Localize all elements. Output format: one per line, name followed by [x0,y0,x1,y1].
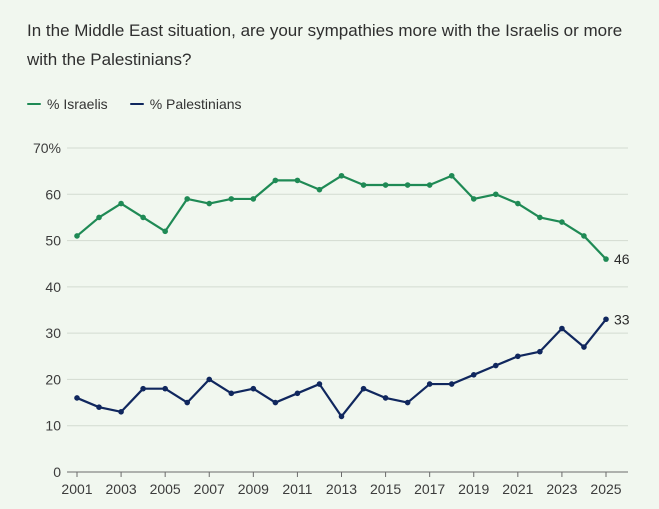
data-point-israelis [603,256,609,262]
data-point-israelis [537,214,543,221]
x-tick-label: 2009 [238,481,269,497]
data-point-israelis [316,186,323,193]
data-point-palestinians [581,344,587,350]
data-point-palestinians [559,325,565,332]
series-line-palestinians [75,318,608,418]
x-tick-label: 2003 [106,481,137,497]
data-point-israelis [404,182,411,188]
data-point-palestinians [118,409,124,415]
y-tick-label: 70% [33,140,61,156]
y-tick-label: 60 [45,186,61,202]
data-point-palestinians [228,390,235,397]
legend-swatch-palestinians [129,103,144,105]
data-point-palestinians [338,413,345,420]
x-tick-label: 2021 [502,481,533,497]
data-point-palestinians [316,381,323,387]
legend-label-palestinians: % Palestinians [149,96,242,112]
x-tick-label: 2023 [546,481,577,497]
x-tick-label: 2013 [326,481,357,497]
data-point-israelis [162,228,168,235]
legend-swatch-israelis [27,103,41,105]
x-tick-label: 2007 [194,481,225,497]
data-point-israelis [360,182,367,188]
data-point-palestinians [537,348,543,355]
data-point-israelis [382,182,389,188]
x-tick-label: 2015 [370,481,401,497]
data-point-palestinians [515,353,521,360]
y-tick-label: 40 [45,279,61,295]
data-point-israelis [206,200,213,207]
legend-label-israelis: % Israelis [47,96,108,112]
data-point-israelis [294,177,301,184]
data-point-israelis [96,214,102,221]
data-point-israelis [515,200,521,207]
data-point-israelis [470,196,477,202]
data-point-israelis [426,182,433,188]
data-point-palestinians [492,362,499,369]
data-point-palestinians [184,399,191,406]
data-point-israelis [184,196,191,202]
data-point-israelis [118,200,124,207]
legend: % Israelis % Palestinians [27,96,242,112]
data-point-palestinians [404,399,411,406]
data-point-israelis [492,191,499,198]
data-point-israelis [448,172,455,179]
x-tick-label: 2025 [590,481,621,497]
data-point-palestinians [74,395,80,401]
x-tick-label: 2017 [414,481,445,497]
data-point-israelis [559,219,565,225]
data-point-israelis [250,196,257,202]
data-point-israelis [228,196,235,202]
data-point-palestinians [140,385,146,392]
end-label-israelis: 46 [614,251,630,267]
y-tick-label: 0 [53,464,61,480]
data-point-palestinians [603,316,609,323]
x-tick-label: 2011 [282,481,312,497]
data-point-palestinians [206,376,213,383]
legend-item-palestinians: % Palestinians [129,96,242,112]
chart-title: In the Middle East situation, are your s… [27,21,623,69]
data-point-palestinians [360,385,367,392]
data-point-israelis [338,172,345,179]
data-point-israelis [74,233,80,239]
data-point-palestinians [294,390,301,397]
series-line-israelis [75,174,608,261]
data-point-palestinians [162,385,168,392]
data-point-israelis [140,214,146,221]
legend-item-israelis: % Israelis [27,96,108,112]
data-point-palestinians [96,404,102,411]
data-point-palestinians [426,381,433,387]
x-tick-label: 2001 [61,481,92,497]
y-tick-label: 10 [45,418,61,434]
x-tick-label: 2005 [150,481,181,497]
y-tick-label: 30 [45,325,61,341]
data-point-israelis [581,233,587,239]
y-tick-label: 20 [45,371,61,387]
data-point-palestinians [448,381,455,387]
x-tick-label: 2019 [458,481,489,497]
end-label-palestinians: 33 [614,311,630,327]
y-tick-label: 50 [45,233,61,249]
data-point-palestinians [272,399,279,406]
data-point-israelis [272,177,279,184]
data-point-palestinians [250,385,257,392]
data-point-palestinians [382,395,389,401]
data-point-palestinians [470,372,477,378]
